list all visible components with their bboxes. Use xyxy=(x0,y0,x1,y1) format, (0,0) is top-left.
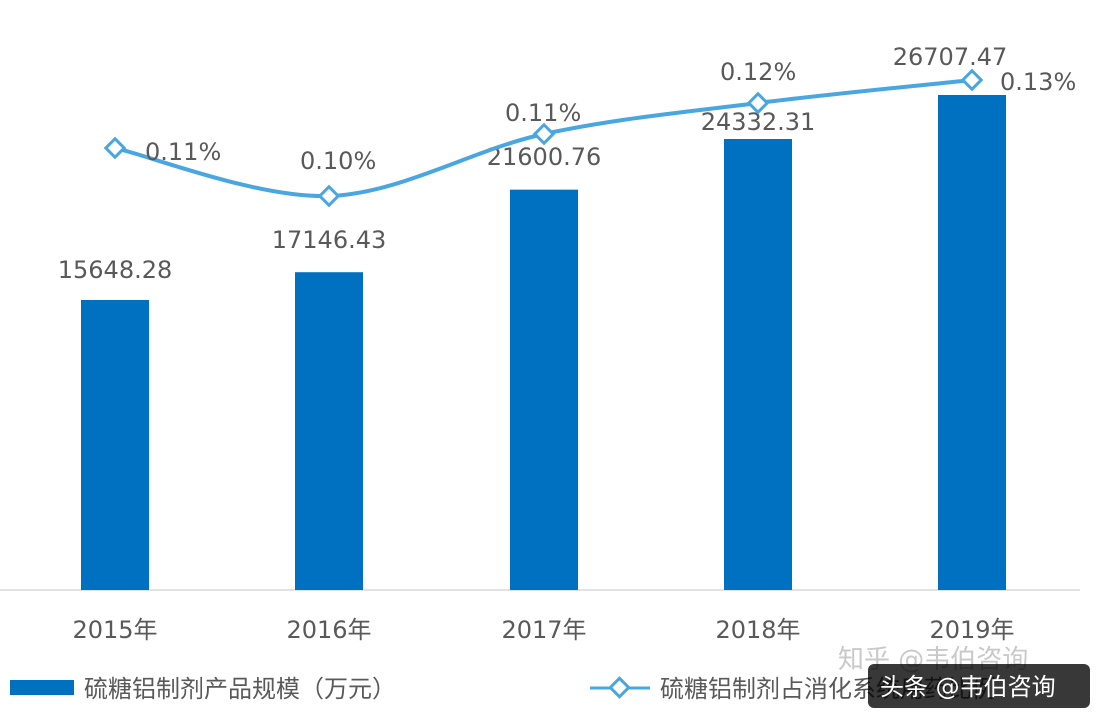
line-point-marker xyxy=(746,91,770,115)
watermark-toutiao-text: 头条 @韦伯咨询 xyxy=(880,673,1056,701)
legend-line-marker xyxy=(608,676,631,699)
bar-series xyxy=(81,95,1006,590)
line-data-label: 0.11% xyxy=(145,138,221,166)
legend-bar-swatch xyxy=(10,680,74,695)
x-tick-label: 2015年 xyxy=(72,616,157,644)
bar-data-label: 26707.47 xyxy=(893,43,1008,71)
line-point-marker xyxy=(960,68,984,92)
x-axis-tick-labels: 2015年 2016年 2017年 2018年 2019年 xyxy=(72,616,1014,644)
line-data-label: 0.13% xyxy=(1000,68,1076,96)
line-point-marker xyxy=(103,136,127,160)
line-point-marker xyxy=(532,122,556,146)
bar-2019年 xyxy=(938,95,1006,590)
bar-data-label: 17146.43 xyxy=(272,226,387,254)
line-point-marker xyxy=(317,184,341,208)
x-tick-label: 2019年 xyxy=(929,616,1014,644)
legend-bar-label: 硫糖铝制剂产品规模（万元） xyxy=(84,675,396,703)
x-tick-label: 2017年 xyxy=(501,616,586,644)
x-tick-label: 2018年 xyxy=(715,616,800,644)
line-series xyxy=(103,68,984,208)
line-data-label: 0.10% xyxy=(300,147,376,175)
x-tick-label: 2016年 xyxy=(286,616,371,644)
line-data-label: 0.12% xyxy=(720,58,796,86)
watermark-toutiao: 头条 @韦伯咨询 xyxy=(868,664,1090,708)
bar-2015年 xyxy=(81,299,149,590)
bar-2017年 xyxy=(510,189,578,590)
legend: 硫糖铝制剂产品规模（万元） 硫糖铝制剂占消化系统用药比例 xyxy=(10,675,996,703)
line-data-labels: 0.11% 0.10% 0.11% 0.12% 0.13% xyxy=(145,58,1076,175)
line-data-label: 0.11% xyxy=(505,99,581,127)
bar-2016年 xyxy=(295,272,363,590)
bar-data-label: 15648.28 xyxy=(58,256,173,284)
bar-data-label: 21600.76 xyxy=(487,143,602,171)
bar-2018年 xyxy=(724,139,792,590)
